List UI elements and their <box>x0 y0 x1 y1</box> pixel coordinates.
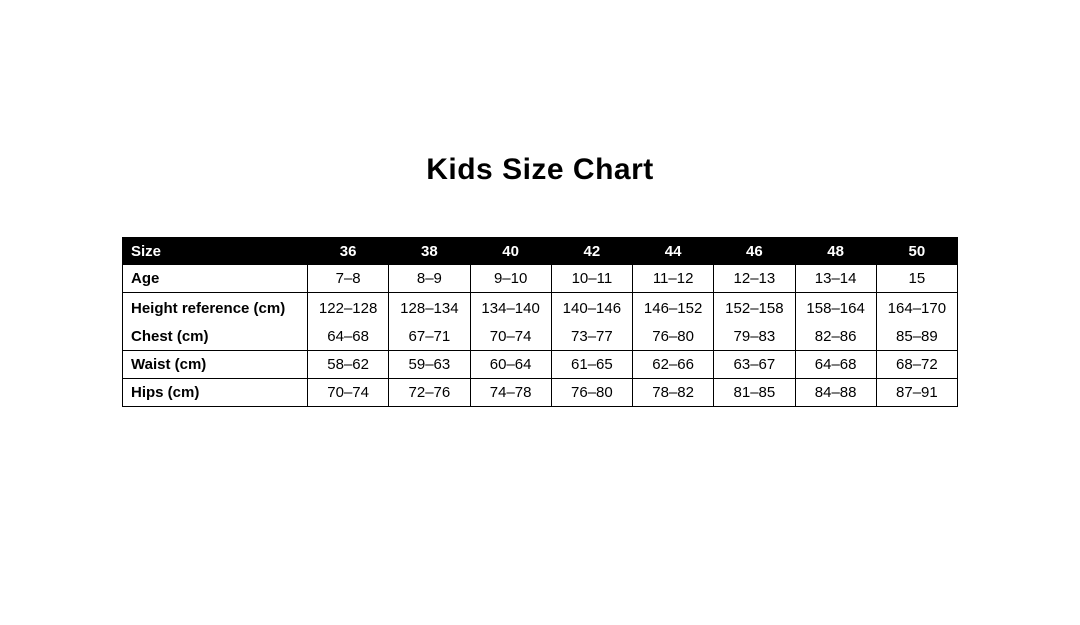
table-row-hips-cm: Hips (cm) 70–74 72–76 74–78 76–80 78–82 81–85 8… <box>122 378 959 407</box>
value-cell: 140–146 <box>562 299 622 317</box>
value-cell: 72–76 <box>388 378 471 407</box>
row-label: Chest (cm) <box>131 327 209 345</box>
column-header-46: 46 <box>713 237 796 265</box>
value-cell: 146–152 76–80 <box>631 292 715 351</box>
value-cell: 64–68 <box>327 327 369 345</box>
table-row-waist-cm: Waist (cm) 58–62 59–63 60–64 61–65 62–66 63–67… <box>122 350 959 379</box>
value-cell: 74–78 <box>469 378 552 407</box>
row-label: Height reference (cm) <box>131 299 286 317</box>
column-header-40: 40 <box>469 237 552 265</box>
column-header-50: 50 <box>875 237 959 265</box>
table-row-height-reference-cm-chest-cm: Height reference (cm) Chest (cm) 122–128 64… <box>122 292 959 351</box>
value-cell: 158–164 <box>806 299 865 317</box>
value-cell: 164–170 <box>887 299 947 317</box>
value-cell: 15 <box>875 264 959 293</box>
value-cell: 85–89 <box>896 327 938 345</box>
value-cell: 128–134 67–71 <box>388 292 471 351</box>
value-cell: 140–146 73–77 <box>550 292 634 351</box>
value-cell: 10–11 <box>550 264 634 293</box>
kids-size-chart-table: Size 36 38 40 42 44 46 48 50 Age 7–8 8–9 9–10 10–11 1… <box>122 237 959 407</box>
value-cell: 67–71 <box>408 327 451 345</box>
column-header-48: 48 <box>794 237 877 265</box>
value-cell: 134–140 70–74 <box>469 292 552 351</box>
value-cell: 13–14 <box>794 264 877 293</box>
value-cell: 12–13 <box>713 264 796 293</box>
column-header-42: 42 <box>550 237 634 265</box>
value-cell: 62–66 <box>631 350 715 379</box>
value-cell: 78–82 <box>631 378 715 407</box>
value-cell: 152–158 79–83 <box>713 292 796 351</box>
value-cell: 8–9 <box>388 264 471 293</box>
table-row-age: Age 7–8 8–9 9–10 10–11 11–12 12–13 13–14 15 <box>122 264 959 293</box>
value-cell: 73–77 <box>571 327 613 345</box>
value-cell: 60–64 <box>469 350 552 379</box>
value-cell: 84–88 <box>794 378 877 407</box>
value-cell: 68–72 <box>875 350 959 379</box>
column-header-36: 36 <box>306 237 390 265</box>
value-cell: 76–80 <box>550 378 634 407</box>
table-body: Age 7–8 8–9 9–10 10–11 11–12 12–13 13–14 15 Heigh… <box>122 264 959 407</box>
value-cell: 158–164 82–86 <box>794 292 877 351</box>
row-label: Age <box>122 264 308 293</box>
value-cell: 81–85 <box>713 378 796 407</box>
value-cell: 152–158 <box>725 299 784 317</box>
value-cell: 146–152 <box>643 299 703 317</box>
value-cell: 11–12 <box>631 264 715 293</box>
column-header-44: 44 <box>631 237 715 265</box>
value-cell: 82–86 <box>814 327 857 345</box>
value-cell: 63–67 <box>713 350 796 379</box>
value-cell: 61–65 <box>550 350 634 379</box>
column-header-size: Size <box>122 237 308 265</box>
page-title: Kids Size Chart <box>426 153 654 186</box>
row-label: Waist (cm) <box>122 350 308 379</box>
value-cell: 122–128 64–68 <box>306 292 390 351</box>
value-cell: 128–134 <box>400 299 459 317</box>
value-cell: 70–74 <box>489 327 532 345</box>
value-cell: 64–68 <box>794 350 877 379</box>
value-cell: 79–83 <box>733 327 776 345</box>
value-cell: 164–170 85–89 <box>875 292 959 351</box>
header-row: Size 36 38 40 42 44 46 48 50 <box>122 237 959 265</box>
value-cell: 134–140 <box>481 299 540 317</box>
value-cell: 7–8 <box>306 264 390 293</box>
value-cell: 70–74 <box>306 378 390 407</box>
value-cell: 87–91 <box>875 378 959 407</box>
value-cell: 122–128 <box>318 299 378 317</box>
value-cell: 9–10 <box>469 264 552 293</box>
column-header-38: 38 <box>388 237 471 265</box>
row-label: Height reference (cm) Chest (cm) <box>122 292 308 351</box>
value-cell: 59–63 <box>388 350 471 379</box>
value-cell: 76–80 <box>652 327 694 345</box>
row-label: Hips (cm) <box>122 378 308 407</box>
value-cell: 58–62 <box>306 350 390 379</box>
